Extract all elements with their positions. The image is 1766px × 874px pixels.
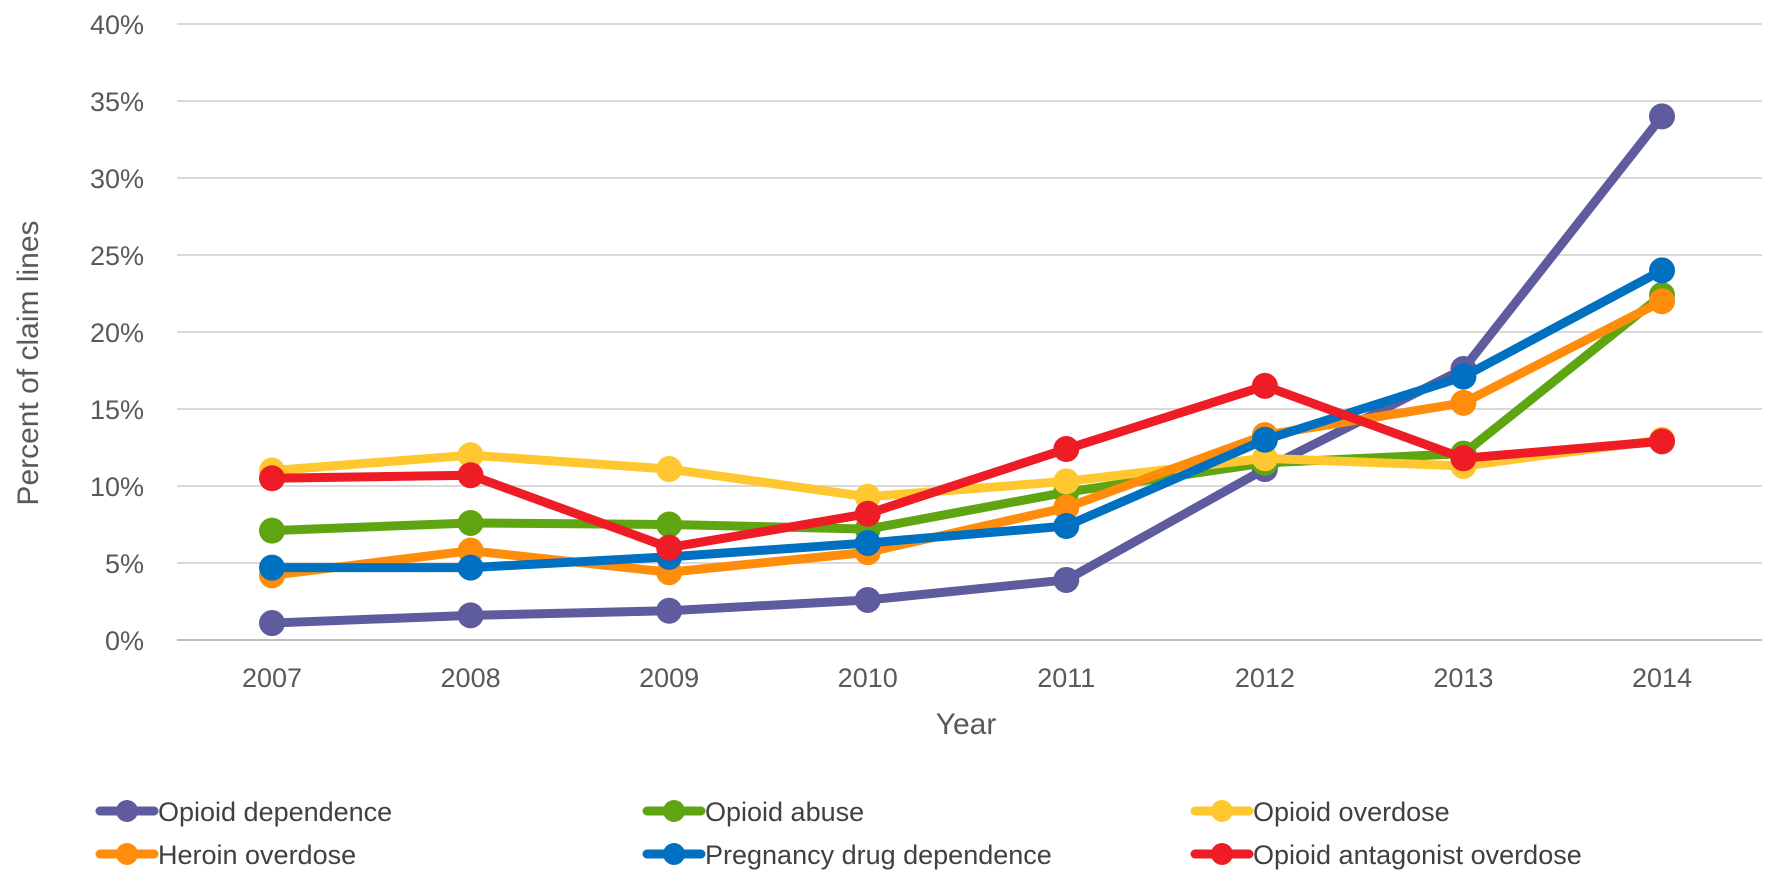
data-series: [259, 103, 1675, 637]
data-point: [854, 529, 881, 556]
data-point: [1450, 445, 1477, 472]
data-point: [1053, 468, 1080, 495]
data-point: [259, 610, 285, 637]
data-point: [656, 597, 683, 624]
data-point: [1649, 103, 1675, 130]
y-tick-label: 20%: [90, 318, 144, 348]
legend-label: Pregnancy drug dependence: [705, 840, 1052, 870]
data-point: [1053, 566, 1080, 593]
legend-item: Opioid antagonist overdose: [1190, 840, 1582, 870]
data-point: [457, 462, 484, 489]
data-point: [1649, 288, 1675, 315]
data-point: [1251, 445, 1278, 472]
legend-item: Opioid dependence: [95, 797, 392, 827]
data-point: [1053, 494, 1080, 521]
legend-swatch-marker: [663, 843, 685, 865]
data-point: [656, 511, 683, 538]
y-axis-title: Percent of claim lines: [12, 220, 45, 505]
data-point: [1053, 436, 1080, 463]
x-axis-ticks: 2007 2008 2009 2010 2011 2012 2013 2014: [242, 663, 1692, 693]
legend-label: Opioid dependence: [158, 797, 392, 827]
y-tick-label: 25%: [90, 241, 144, 271]
series-opioid-antagonist-overdose: [259, 372, 1675, 561]
x-tick-label: 2008: [441, 663, 501, 693]
legend-swatch-marker: [116, 843, 138, 865]
x-tick-label: 2013: [1433, 663, 1493, 693]
y-tick-label: 5%: [105, 549, 144, 579]
data-point: [854, 586, 881, 613]
data-point: [259, 465, 285, 492]
data-point: [1251, 372, 1278, 399]
data-point: [1450, 363, 1477, 390]
data-point: [1251, 426, 1278, 453]
legend-swatch-marker: [663, 800, 685, 822]
legend-item: Pregnancy drug dependence: [642, 840, 1052, 870]
series-line: [267, 381, 1667, 553]
x-axis-title: Year: [936, 708, 997, 741]
legend: Opioid dependence Opioid abuse Opioid over…: [95, 797, 1582, 870]
x-tick-label: 2012: [1235, 663, 1295, 693]
y-tick-label: 15%: [90, 395, 144, 425]
series-line: [267, 435, 1667, 502]
x-tick-label: 2014: [1632, 663, 1692, 693]
x-tick-label: 2009: [639, 663, 699, 693]
y-tick-label: 35%: [90, 87, 144, 117]
x-tick-label: 2011: [1037, 663, 1095, 693]
data-point: [1649, 428, 1675, 455]
legend-item: Opioid overdose: [1190, 797, 1450, 827]
data-point: [259, 554, 285, 581]
legend-swatch-marker: [116, 800, 138, 822]
data-point: [457, 554, 484, 581]
data-point: [457, 602, 484, 629]
legend-label: Opioid overdose: [1253, 797, 1450, 827]
legend-swatch-marker: [1211, 800, 1233, 822]
data-point: [854, 500, 881, 527]
series-line: [267, 290, 1667, 536]
data-point: [656, 534, 683, 561]
data-point: [457, 509, 484, 536]
series-line: [267, 265, 1667, 573]
y-tick-label: 10%: [90, 472, 144, 502]
data-point: [259, 517, 285, 544]
legend-label: Opioid antagonist overdose: [1253, 840, 1582, 870]
data-point: [1450, 389, 1477, 416]
x-tick-label: 2007: [242, 663, 302, 693]
legend-label: Heroin overdose: [158, 840, 356, 870]
data-point: [1649, 257, 1675, 284]
data-point: [457, 442, 484, 469]
y-axis-ticks: 0% 5% 10% 15% 20% 25% 30% 35% 40%: [90, 10, 144, 656]
legend-label: Opioid abuse: [705, 797, 864, 827]
gridlines: [177, 23, 1762, 641]
legend-swatch-marker: [1211, 843, 1233, 865]
data-point: [1053, 513, 1080, 540]
data-point: [656, 456, 683, 483]
series-heroin-overdose: [259, 288, 1675, 589]
legend-item: Heroin overdose: [95, 840, 356, 870]
x-tick-label: 2010: [838, 663, 898, 693]
legend-item: Opioid abuse: [642, 797, 864, 827]
series-line: [267, 296, 1667, 580]
y-tick-label: 40%: [90, 10, 144, 40]
y-tick-label: 30%: [90, 164, 144, 194]
y-tick-label: 0%: [105, 626, 144, 656]
